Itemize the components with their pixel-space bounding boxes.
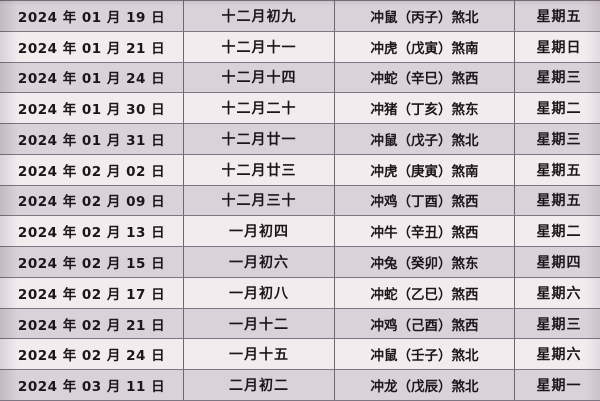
clash-direction-cell: 冲鼠（戊子）煞北 xyxy=(335,124,515,155)
table-row[interactable]: 2024 年 01 月 19 日十二月初九冲鼠（丙子）煞北星期五 xyxy=(0,1,600,32)
solar-date-cell: 2024 年 01 月 21 日 xyxy=(0,31,184,62)
table-row[interactable]: 2024 年 01 月 30 日十二月二十冲猪（丁亥）煞东星期二 xyxy=(0,93,600,124)
table-row[interactable]: 2024 年 02 月 13 日一月初四冲牛（辛丑）煞西星期二 xyxy=(0,216,600,247)
clash-direction-cell: 冲猪（丁亥）煞东 xyxy=(335,93,515,124)
weekday-cell: 星期五 xyxy=(515,1,600,32)
solar-date-cell: 2024 年 01 月 30 日 xyxy=(0,93,184,124)
lunar-date-cell: 十二月十四 xyxy=(184,62,335,93)
solar-date-cell: 2024 年 01 月 31 日 xyxy=(0,124,184,155)
lunar-date-cell: 十二月廿三 xyxy=(184,154,335,185)
weekday-cell: 星期二 xyxy=(515,216,600,247)
lunar-date-cell: 一月十五 xyxy=(184,339,335,370)
clash-direction-cell: 冲鼠（壬子）煞北 xyxy=(335,339,515,370)
lunar-date-cell: 一月十二 xyxy=(184,308,335,339)
weekday-cell: 星期四 xyxy=(515,247,600,278)
lunar-date-cell: 十二月廿一 xyxy=(184,124,335,155)
lunar-date-cell: 一月初八 xyxy=(184,277,335,308)
solar-date-cell: 2024 年 02 月 17 日 xyxy=(0,277,184,308)
solar-date-cell: 2024 年 02 月 24 日 xyxy=(0,339,184,370)
weekday-cell: 星期六 xyxy=(515,277,600,308)
weekday-cell: 星期五 xyxy=(515,185,600,216)
table-row[interactable]: 2024 年 02 月 17 日一月初八冲蛇（乙巳）煞西星期六 xyxy=(0,277,600,308)
weekday-cell: 星期三 xyxy=(515,308,600,339)
lunar-date-cell: 二月初二 xyxy=(184,370,335,401)
clash-direction-cell: 冲龙（戊辰）煞北 xyxy=(335,370,515,401)
weekday-cell: 星期三 xyxy=(515,62,600,93)
solar-date-cell: 2024 年 02 月 13 日 xyxy=(0,216,184,247)
table-row[interactable]: 2024 年 01 月 24 日十二月十四冲蛇（辛巳）煞西星期三 xyxy=(0,62,600,93)
solar-date-cell: 2024 年 01 月 19 日 xyxy=(0,1,184,32)
table-row[interactable]: 2024 年 02 月 09 日十二月三十冲鸡（丁酉）煞西星期五 xyxy=(0,185,600,216)
solar-date-cell: 2024 年 02 月 02 日 xyxy=(0,154,184,185)
clash-direction-cell: 冲鸡（丁酉）煞西 xyxy=(335,185,515,216)
solar-date-cell: 2024 年 03 月 11 日 xyxy=(0,370,184,401)
weekday-cell: 星期六 xyxy=(515,339,600,370)
weekday-cell: 星期五 xyxy=(515,154,600,185)
table-row[interactable]: 2024 年 02 月 24 日一月十五冲鼠（壬子）煞北星期六 xyxy=(0,339,600,370)
clash-direction-cell: 冲蛇（辛巳）煞西 xyxy=(335,62,515,93)
lunar-date-cell: 一月初四 xyxy=(184,216,335,247)
clash-direction-cell: 冲鼠（丙子）煞北 xyxy=(335,1,515,32)
clash-direction-cell: 冲牛（辛丑）煞西 xyxy=(335,216,515,247)
lunar-date-cell: 十二月二十 xyxy=(184,93,335,124)
solar-date-cell: 2024 年 02 月 09 日 xyxy=(0,185,184,216)
table-row[interactable]: 2024 年 01 月 21 日十二月十一冲虎（戊寅）煞南星期日 xyxy=(0,31,600,62)
clash-direction-cell: 冲虎（戊寅）煞南 xyxy=(335,31,515,62)
table-row[interactable]: 2024 年 01 月 31 日十二月廿一冲鼠（戊子）煞北星期三 xyxy=(0,124,600,155)
weekday-cell: 星期日 xyxy=(515,31,600,62)
weekday-cell: 星期一 xyxy=(515,370,600,401)
weekday-cell: 星期二 xyxy=(515,93,600,124)
table-row[interactable]: 2024 年 02 月 21 日一月十二冲鸡（己酉）煞西星期三 xyxy=(0,308,600,339)
clash-direction-cell: 冲鸡（己酉）煞西 xyxy=(335,308,515,339)
clash-direction-cell: 冲蛇（乙巳）煞西 xyxy=(335,277,515,308)
lunar-date-cell: 十二月初九 xyxy=(184,1,335,32)
table-row[interactable]: 2024 年 02 月 15 日一月初六冲兔（癸卯）煞东星期四 xyxy=(0,247,600,278)
table-row[interactable]: 2024 年 02 月 02 日十二月廿三冲虎（庚寅）煞南星期五 xyxy=(0,154,600,185)
solar-date-cell: 2024 年 01 月 24 日 xyxy=(0,62,184,93)
weekday-cell: 星期三 xyxy=(515,124,600,155)
lunar-date-cell: 一月初六 xyxy=(184,247,335,278)
solar-date-cell: 2024 年 02 月 21 日 xyxy=(0,308,184,339)
lunar-date-cell: 十二月十一 xyxy=(184,31,335,62)
solar-date-cell: 2024 年 02 月 15 日 xyxy=(0,247,184,278)
lunar-date-cell: 十二月三十 xyxy=(184,185,335,216)
clash-direction-cell: 冲兔（癸卯）煞东 xyxy=(335,247,515,278)
clash-direction-cell: 冲虎（庚寅）煞南 xyxy=(335,154,515,185)
table-row[interactable]: 2024 年 03 月 11 日二月初二冲龙（戊辰）煞北星期一 xyxy=(0,370,600,401)
